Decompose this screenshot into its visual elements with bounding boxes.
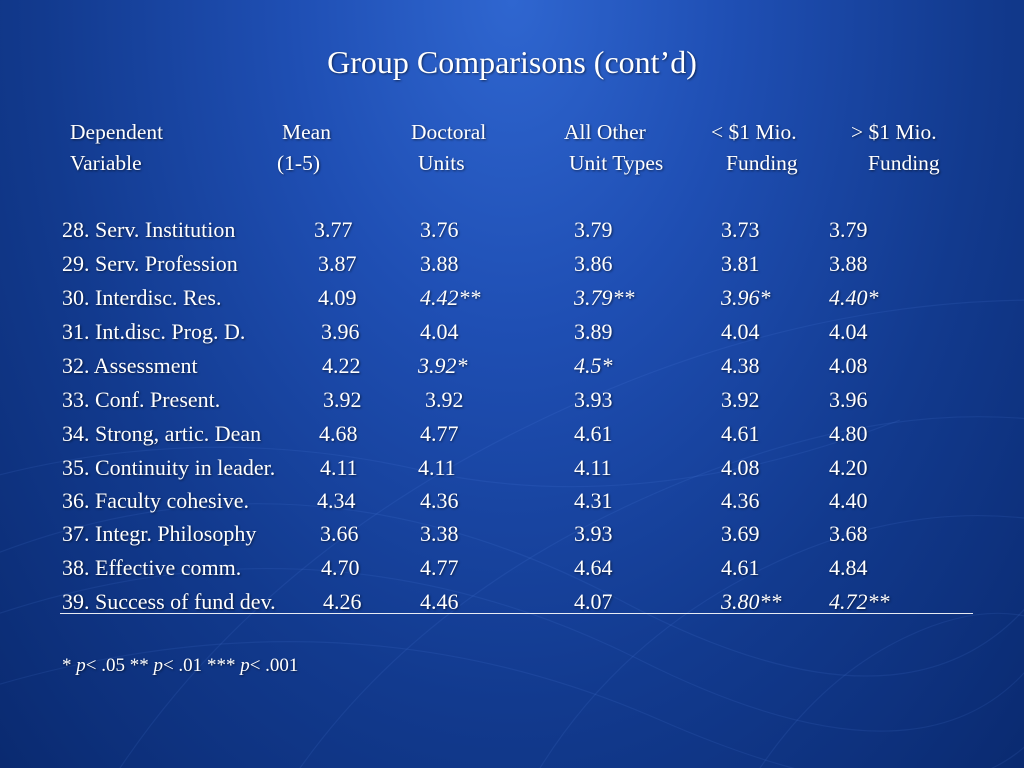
row-doctoral: 4.11 [418, 455, 456, 480]
row-doctoral: 3.88 [420, 251, 459, 276]
footnote-p-2: p [153, 655, 163, 676]
row-other: 4.64 [574, 555, 613, 580]
header-under1m-line1: < $1 Mio. [711, 120, 797, 144]
row-under1m: 4.61 [721, 421, 760, 446]
row-other: 3.89 [574, 319, 613, 344]
row-over1m: 3.96 [829, 387, 868, 412]
footnote-marker-1: * [62, 655, 77, 676]
row-other: 4.61 [574, 421, 613, 446]
row-label: 36. Faculty cohesive. [62, 488, 249, 513]
row-under1m: 4.08 [721, 455, 760, 480]
row-over1m: 4.20 [829, 455, 868, 480]
row-label: 29. Serv. Profession [62, 251, 238, 276]
header-other-line1: All Other [564, 120, 646, 144]
row-doctoral: 3.38 [420, 521, 459, 546]
row-label: 34. Strong, artic. Dean [62, 421, 262, 446]
row-doctoral: 4.77 [420, 421, 459, 446]
row-label: 39. Success of fund dev. [62, 589, 276, 614]
row-other: 4.31 [574, 488, 613, 513]
row-other: 3.79** [574, 285, 635, 310]
header-over1m-line2: Funding [868, 151, 940, 175]
slide-title: Group Comparisons (cont’d) [327, 44, 697, 80]
row-under1m: 4.36 [721, 488, 760, 513]
row-under1m: 4.61 [721, 555, 760, 580]
row-other: 4.5* [574, 353, 613, 378]
row-label: 35. Continuity in leader. [62, 455, 276, 480]
header-doctoral-line2: Units [418, 151, 465, 175]
row-under1m: 4.38 [721, 353, 760, 378]
row-over1m: 4.80 [829, 421, 868, 446]
row-doctoral: 3.92 [425, 387, 464, 412]
header-other-line2: Unit Types [569, 151, 664, 175]
row-doctoral: 3.92* [418, 353, 468, 378]
row-under1m: 3.69 [721, 521, 760, 546]
row-over1m: 4.72** [829, 589, 890, 614]
row-label: 32. Assessment [62, 353, 198, 378]
footnote-threshold-2: < .01 [162, 655, 207, 676]
header-under1m-line2: Funding [726, 151, 798, 175]
row-mean: 4.11 [320, 455, 358, 480]
row-doctoral: 3.76 [420, 217, 459, 242]
row-doctoral: 4.77 [420, 555, 459, 580]
row-other: 3.86 [574, 251, 613, 276]
row-over1m: 3.68 [829, 521, 868, 546]
row-under1m: 4.04 [721, 319, 760, 344]
header-mean-line2: (1-5) [277, 151, 320, 175]
row-label: 30. Interdisc. Res. [62, 285, 222, 310]
row-doctoral: 4.36 [420, 488, 459, 513]
footnote-p-3: p [240, 655, 250, 676]
row-other: 3.79 [574, 217, 613, 242]
row-over1m: 4.84 [829, 555, 868, 580]
row-other: 3.93 [574, 521, 613, 546]
row-mean: 3.66 [320, 521, 359, 546]
row-other: 3.93 [574, 387, 613, 412]
row-mean: 4.22 [322, 353, 361, 378]
row-under1m: 3.92 [721, 387, 760, 412]
footnote-marker-3: *** [206, 655, 241, 676]
header-dependent-line1: Dependent [70, 120, 164, 144]
row-other: 4.11 [574, 455, 612, 480]
row-mean: 4.34 [317, 488, 356, 513]
row-label: 31. Int.disc. Prog. D. [62, 319, 246, 344]
row-doctoral: 4.46 [420, 589, 459, 614]
row-under1m: 3.96* [721, 285, 771, 310]
row-mean: 3.77 [314, 217, 353, 242]
row-doctoral: 4.04 [420, 319, 459, 344]
row-mean: 4.70 [321, 555, 360, 580]
table-bottom-rule [60, 613, 973, 614]
row-mean: 3.92 [323, 387, 362, 412]
row-over1m: 4.08 [829, 353, 868, 378]
row-label: 37. Integr. Philosophy [62, 521, 257, 546]
footnote-marker-2: ** [129, 655, 154, 676]
row-mean: 4.68 [319, 421, 358, 446]
row-over1m: 4.40* [829, 285, 879, 310]
row-over1m: 4.40 [829, 488, 868, 513]
row-over1m: 3.79 [829, 217, 868, 242]
row-mean: 4.09 [318, 285, 357, 310]
row-mean: 3.96 [321, 319, 360, 344]
row-mean: 4.26 [323, 589, 362, 614]
footnote-threshold-3: < .001 [249, 655, 299, 676]
footnote-p-1: p [76, 655, 86, 676]
footnote-threshold-1: < .05 [85, 655, 130, 676]
header-doctoral-line1: Doctoral [411, 120, 487, 144]
row-under1m: 3.73 [721, 217, 760, 242]
header-dependent-line2: Variable [70, 151, 142, 175]
row-over1m: 3.88 [829, 251, 868, 276]
header-over1m-line1: > $1 Mio. [851, 120, 937, 144]
row-label: 38. Effective comm. [62, 555, 242, 580]
row-mean: 3.87 [318, 251, 357, 276]
row-under1m: 3.81 [721, 251, 760, 276]
row-under1m: 3.80** [721, 589, 782, 614]
row-label: 33. Conf. Present. [62, 387, 221, 412]
header-mean-line1: Mean [282, 120, 331, 144]
row-label: 28. Serv. Institution [62, 217, 236, 242]
row-other: 4.07 [574, 589, 613, 614]
row-over1m: 4.04 [829, 319, 868, 344]
row-doctoral: 4.42** [420, 285, 481, 310]
significance-footnote: * p< .05 ** p< .01 *** p< .001 [62, 655, 298, 677]
